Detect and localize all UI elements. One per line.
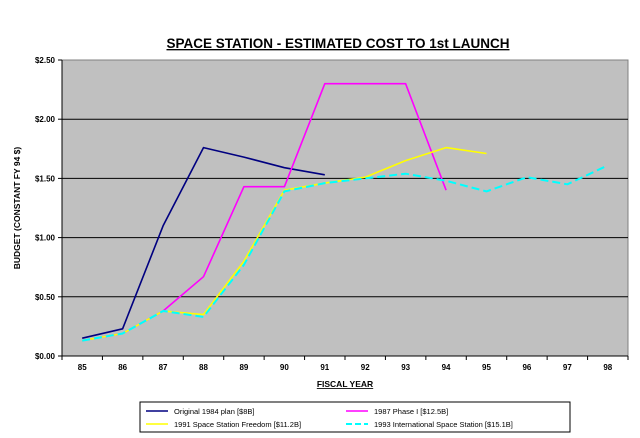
series-line-1 <box>82 146 325 339</box>
series-line-3 <box>82 146 487 342</box>
y-tick-label: $1.00 <box>35 234 56 243</box>
x-tick-label: 86 <box>118 363 127 372</box>
x-tick-label: 90 <box>280 363 289 372</box>
chart-title: SPACE STATION - ESTIMATED COST TO 1st LA… <box>166 36 509 51</box>
legend-label-3: 1991 Space Station Freedom [$11.2B] <box>174 420 301 429</box>
series-line-4 <box>82 164 609 342</box>
legend-label-1: Original 1984 plan [$8B] <box>174 407 254 416</box>
legend-label-2: 1987 Phase I [$12.5B] <box>374 407 448 416</box>
x-tick-label: 96 <box>522 363 531 372</box>
x-tick-label: 95 <box>482 363 491 372</box>
x-tick-label: 88 <box>199 363 208 372</box>
y-tick-label: $2.50 <box>35 56 56 65</box>
legend-box <box>139 401 571 433</box>
x-axis-label: FISCAL YEAR <box>317 379 373 389</box>
y-tick-label: $2.00 <box>35 115 56 124</box>
legend-label-4: 1993 International Space Station [$15.1B… <box>374 420 513 429</box>
plot-area <box>61 59 629 357</box>
y-axis-label: BUDGET (CONSTANT FY 94 $) <box>12 147 22 270</box>
x-tick-label: 87 <box>159 363 168 372</box>
x-tick-label: 89 <box>239 363 248 372</box>
x-tick-label: 91 <box>320 363 329 372</box>
y-tick-label: $0.00 <box>35 352 56 361</box>
x-tick-label: 93 <box>401 363 410 372</box>
x-tick-label: 94 <box>442 363 451 372</box>
x-tick-label: 92 <box>361 363 370 372</box>
y-tick-label: $1.50 <box>35 174 56 183</box>
x-tick-label: 97 <box>563 363 572 372</box>
x-tick-label: 98 <box>603 363 612 372</box>
x-tick-label: 85 <box>78 363 87 372</box>
y-tick-label: $0.50 <box>35 293 56 302</box>
